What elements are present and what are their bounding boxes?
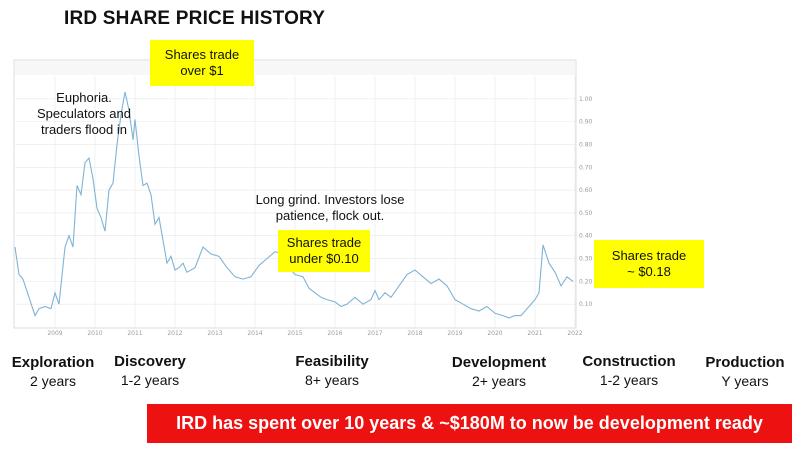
stage-duration: 1-2 years (120, 372, 180, 388)
y-tick-label: 0.20 (579, 278, 593, 285)
x-tick-label: 2018 (407, 330, 422, 337)
y-tick-labels: 1.00 0.90 0.80 0.70 0.60 0.50 0.40 0.30 0.20 0.10 (579, 96, 593, 308)
stage-name: Construction (582, 353, 676, 370)
y-tick-label: 1.00 (579, 96, 593, 103)
x-tick-label: 2017 (367, 330, 382, 337)
x-tick-label: 2019 (447, 330, 462, 337)
annotation-over-1: Shares trade over $1 (150, 40, 254, 86)
annotation-approx-018: Shares trade ~ $0.18 (594, 240, 704, 288)
y-tick-label: 0.30 (579, 256, 593, 263)
x-tick-labels: 2009 2010 2011 2012 2013 2014 2015 2016 2017 2018… (47, 330, 582, 337)
annotation-line: Shares trade (286, 235, 362, 250)
y-tick-label: 0.90 (579, 119, 593, 126)
stage-name: Exploration (11, 354, 95, 371)
x-tick-label: 2011 (127, 330, 142, 337)
y-tick-label: 0.80 (579, 141, 593, 148)
annotation-line: Shares trade (611, 248, 687, 263)
stage-duration: 2 years (30, 373, 76, 389)
stage-production: Production Y years (675, 353, 800, 391)
stage-name: Development (451, 354, 547, 371)
y-tick-label: 0.40 (579, 233, 593, 240)
annotation-euphoria: Euphoria. Speculators and traders flood … (24, 90, 144, 138)
x-tick-label: 2014 (247, 330, 262, 337)
x-tick-label: 2009 (47, 330, 62, 337)
annotation-line: under $0.10 (289, 251, 359, 266)
y-tick-label: 0.60 (579, 187, 593, 194)
annotation-long-grind: Long grind. Investors lose patience, flo… (240, 192, 420, 224)
x-tick-label: 2020 (487, 330, 502, 337)
stage-development: Development 2+ years (429, 353, 569, 391)
stage-name: Discovery (114, 353, 186, 370)
x-tick-label: 2015 (287, 330, 302, 337)
x-tick-label: 2016 (327, 330, 342, 337)
x-tick-label: 2013 (207, 330, 222, 337)
annotation-line: Euphoria. (56, 90, 112, 105)
stage-name: Production (705, 354, 785, 371)
chart-header-strip (15, 61, 575, 75)
stage-name: Feasibility (295, 353, 369, 370)
stage-duration: Y years (721, 373, 769, 389)
stage-duration: 2+ years (471, 373, 527, 389)
x-tick-label: 2022 (567, 330, 582, 337)
stage-discovery: Discovery 1-2 years (80, 352, 220, 390)
annotation-line: Long grind. Investors lose (255, 192, 405, 207)
stage-exploration: Exploration 2 years (0, 353, 123, 391)
stage-duration: 8+ years (304, 372, 360, 388)
annotation-under-010: Shares trade under $0.10 (278, 230, 370, 272)
annotation-line: Speculators and (37, 106, 131, 121)
x-tick-label: 2021 (527, 330, 542, 337)
x-tick-label: 2012 (167, 330, 182, 337)
stage-feasibility: Feasibility 8+ years (262, 352, 402, 390)
y-tick-label: 0.10 (579, 301, 593, 308)
y-tick-label: 0.50 (579, 210, 593, 217)
x-tick-label: 2010 (87, 330, 102, 337)
annotation-line: ~ $0.18 (627, 264, 671, 279)
annotation-line: patience, flock out. (275, 208, 385, 223)
grid-lines (15, 76, 576, 327)
annotation-line: over $1 (180, 63, 224, 78)
summary-banner: IRD has spent over 10 years & ~$180M to … (147, 404, 792, 443)
slide-title: IRD SHARE PRICE HISTORY (64, 8, 326, 29)
annotation-line: traders flood in (41, 122, 127, 137)
stage-duration: 1-2 years (599, 372, 659, 388)
y-tick-label: 0.70 (579, 164, 593, 171)
annotation-line: Shares trade (164, 47, 240, 62)
price-series-line (14, 91, 574, 319)
stage-construction: Construction 1-2 years (559, 352, 699, 390)
